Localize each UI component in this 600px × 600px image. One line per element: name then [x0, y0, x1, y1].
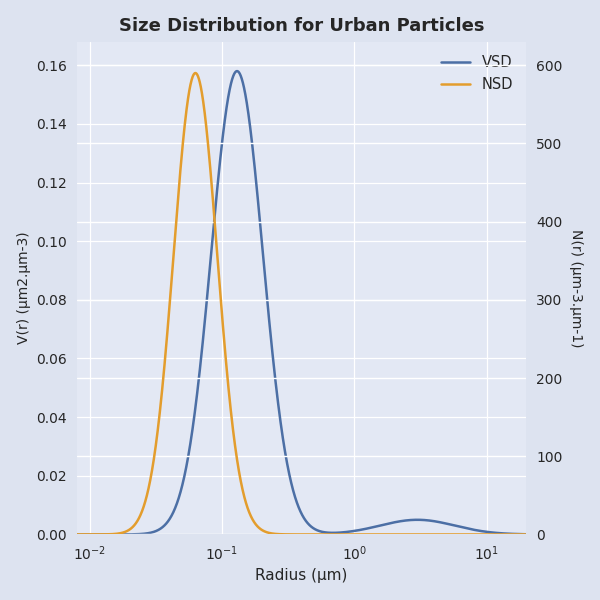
- Title: Size Distribution for Urban Particles: Size Distribution for Urban Particles: [119, 17, 484, 35]
- Legend: VSD, NSD: VSD, NSD: [435, 49, 519, 98]
- VSD: [102, 531, 109, 538]
- VSD: [536, 531, 543, 538]
- NSD: [102, 531, 109, 538]
- NSD: [46, 531, 53, 538]
- Y-axis label: N(r) (μm-3.μm-1): N(r) (μm-3.μm-1): [569, 229, 583, 347]
- NSD: [536, 531, 543, 538]
- VSD: [234, 68, 241, 75]
- VSD: [473, 527, 481, 534]
- VSD: [46, 531, 53, 538]
- Y-axis label: V(r) (μm2.μm-3): V(r) (μm2.μm-3): [17, 232, 31, 344]
- NSD: [473, 531, 481, 538]
- VSD: [255, 206, 262, 214]
- NSD: [255, 524, 262, 531]
- NSD: [234, 460, 241, 467]
- NSD: [192, 70, 199, 77]
- X-axis label: Radius (μm): Radius (μm): [256, 568, 348, 583]
- VSD: [131, 530, 138, 538]
- VSD: [526, 530, 533, 538]
- Line: VSD: VSD: [50, 71, 539, 535]
- Line: NSD: NSD: [50, 73, 539, 535]
- VSD: [233, 68, 241, 75]
- NSD: [131, 521, 138, 529]
- NSD: [526, 531, 533, 538]
